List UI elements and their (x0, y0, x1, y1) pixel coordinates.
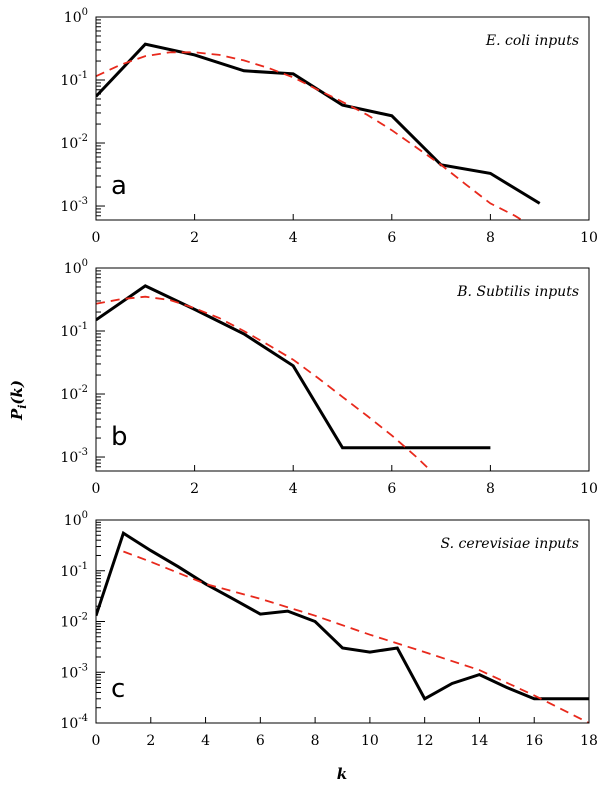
series-line-data (96, 44, 540, 203)
y-tick-label-base: 10 (64, 261, 82, 277)
x-tick-label: 16 (525, 733, 543, 749)
y-axis-label-argument: (k) (8, 380, 26, 405)
x-tick-label: 0 (92, 230, 101, 246)
y-tick-label-exponent: -3 (78, 447, 88, 458)
y-tick-label-base: 10 (60, 665, 78, 681)
x-tick-label: 0 (92, 733, 101, 749)
x-tick-label: 6 (256, 733, 265, 749)
series-line-fit (96, 52, 530, 225)
x-tick-label: 4 (201, 733, 210, 749)
y-axis-label: Pi(k) (8, 380, 29, 421)
y-tick-label-base: 10 (64, 513, 82, 529)
y-tick-label-exponent: 0 (82, 258, 88, 269)
x-tick-label: 2 (146, 733, 155, 749)
panel-letter: a (111, 171, 127, 201)
x-tick-label: 8 (311, 733, 320, 749)
x-tick-label: 14 (471, 733, 489, 749)
y-tick-label-exponent: -1 (78, 561, 88, 572)
y-tick-label-base: 10 (60, 73, 78, 89)
y-tick-label: 10-1 (60, 561, 88, 580)
x-tick-label: 4 (289, 481, 298, 497)
y-tick-label: 10-4 (60, 713, 88, 732)
x-tick-label: 8 (486, 481, 495, 497)
y-tick-label-base: 10 (60, 716, 78, 732)
y-tick-label: 10-2 (60, 384, 88, 403)
y-tick-label-exponent: -2 (78, 384, 88, 395)
y-tick-label: 10-3 (60, 662, 88, 681)
y-tick-label: 100 (64, 510, 88, 529)
y-tick-label: 100 (64, 7, 88, 26)
y-tick-label-base: 10 (60, 387, 78, 403)
y-tick-label-exponent: 0 (82, 7, 88, 18)
x-tick-label: 2 (190, 230, 199, 246)
y-tick-label-exponent: -3 (78, 196, 88, 207)
y-tick-label-base: 10 (60, 136, 78, 152)
y-tick-label-base: 10 (60, 615, 78, 631)
y-tick-label: 10-1 (60, 70, 88, 89)
panel-annotation: E. coli inputs (485, 33, 579, 49)
panel-letter: b (111, 422, 128, 452)
y-tick-label-base: 10 (60, 199, 78, 215)
x-tick-label: 8 (486, 230, 495, 246)
y-tick-label: 10-3 (60, 447, 88, 466)
y-tick-label-base: 10 (60, 450, 78, 466)
x-axis-label: k (337, 765, 347, 783)
y-tick-label: 10-2 (60, 612, 88, 631)
y-tick-label-exponent: -4 (78, 713, 88, 724)
x-tick-label: 4 (289, 230, 298, 246)
panel-annotation: S. cerevisiae inputs (440, 536, 579, 552)
y-tick-label-exponent: -1 (78, 321, 88, 332)
y-tick-label: 100 (64, 258, 88, 277)
y-tick-label-base: 10 (64, 10, 82, 26)
y-tick-label: 10-2 (60, 133, 88, 152)
x-tick-label: 10 (580, 481, 598, 497)
y-tick-label-exponent: -1 (78, 70, 88, 81)
y-tick-label-exponent: 0 (82, 510, 88, 521)
panel-annotation: B. Subtilis inputs (456, 284, 579, 300)
x-tick-label: 0 (92, 481, 101, 497)
panel-letter: c (111, 674, 125, 704)
x-tick-label: 6 (387, 230, 396, 246)
y-tick-label-base: 10 (60, 324, 78, 340)
y-tick-label-exponent: -3 (78, 662, 88, 673)
x-tick-label: 6 (387, 481, 396, 497)
x-tick-label: 12 (416, 733, 434, 749)
x-tick-label: 2 (190, 481, 199, 497)
y-tick-label-exponent: -2 (78, 612, 88, 623)
x-tick-label: 10 (580, 230, 598, 246)
y-tick-label: 10-3 (60, 196, 88, 215)
y-tick-label-exponent: -2 (78, 133, 88, 144)
x-tick-label: 18 (580, 733, 598, 749)
x-tick-label: 10 (361, 733, 379, 749)
y-tick-label: 10-1 (60, 321, 88, 340)
y-tick-label-base: 10 (60, 564, 78, 580)
series-line-data (96, 533, 589, 699)
series-line-data (96, 286, 490, 448)
y-axis-label-main: P (8, 408, 26, 421)
